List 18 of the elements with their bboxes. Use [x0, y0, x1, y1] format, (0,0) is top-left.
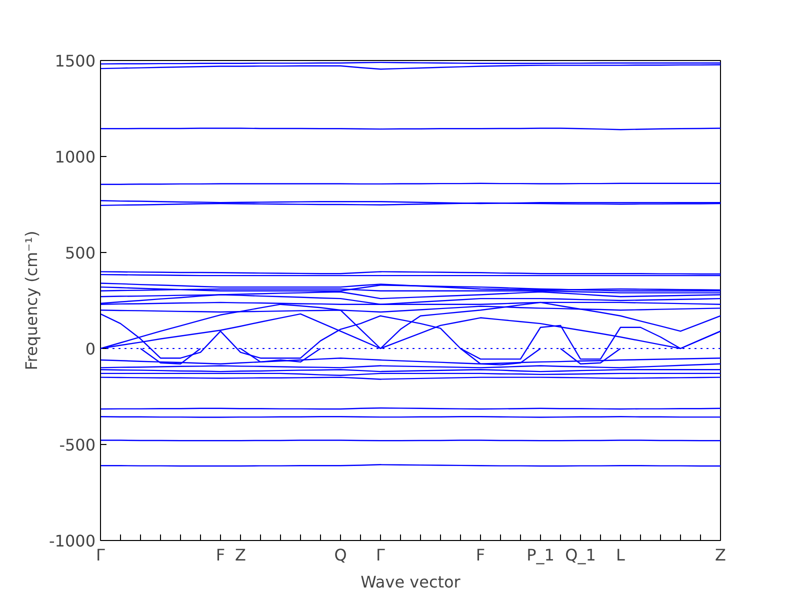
y-axis-title: Frequency (cm⁻¹)	[22, 230, 42, 370]
y-tick-label: 1000	[54, 148, 96, 166]
y-tick-label: -500	[59, 436, 96, 454]
y-tick-label: 500	[64, 244, 96, 262]
x-tick-label: Q_1	[565, 546, 596, 564]
x-tick-label: Z	[715, 546, 726, 564]
x-tick-label: Γ	[376, 546, 386, 564]
x-axis-title: Wave vector	[360, 572, 461, 592]
x-tick-label: P_1	[526, 546, 554, 564]
x-tick-label: Γ	[96, 546, 106, 564]
x-tick-label: L	[616, 546, 626, 564]
x-tick-label: F	[216, 546, 226, 564]
y-tick-label: 0	[85, 340, 96, 358]
x-tick-label: F	[476, 546, 486, 564]
y-tick-label: 1500	[54, 52, 96, 70]
x-tick-label: Q	[334, 546, 347, 564]
y-tick-label: -1000	[49, 532, 96, 550]
x-tick-label: Z	[235, 546, 246, 564]
